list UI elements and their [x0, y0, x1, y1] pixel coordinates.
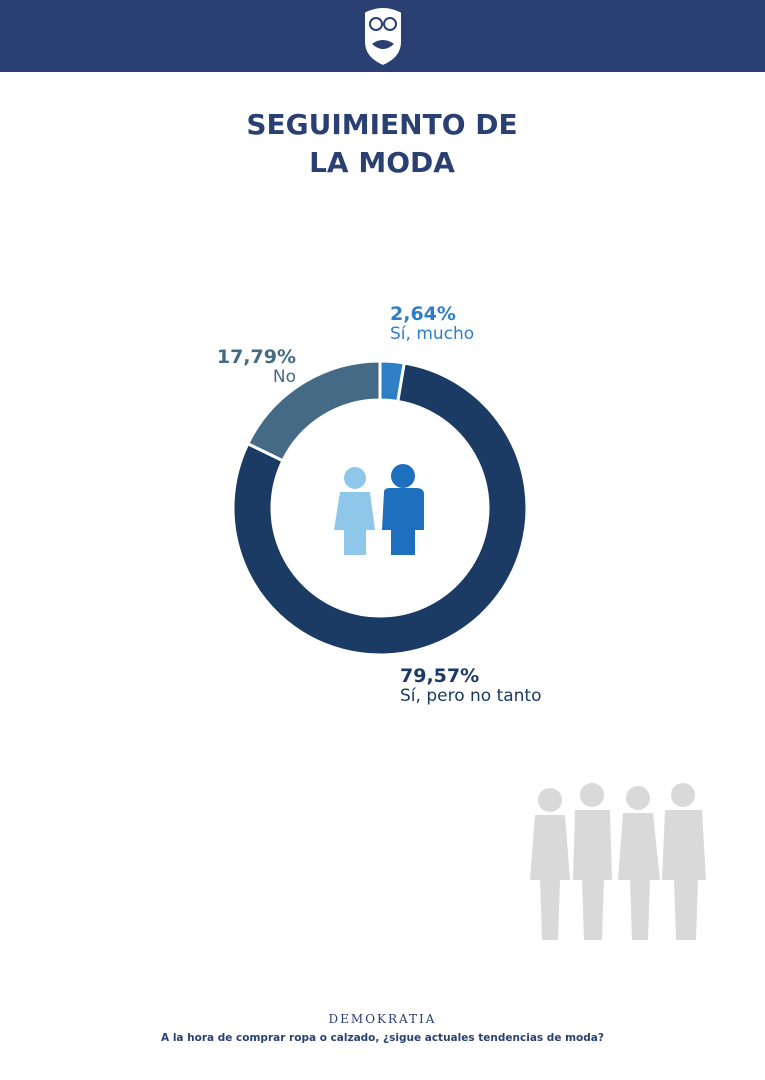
donut-slice — [231, 361, 529, 657]
chart-title: SEGUIMIENTO DE LA MODA — [246, 108, 518, 179]
question: A la hora de comprar ropa o calzado, ¿si… — [161, 1032, 604, 1044]
category-label: Sí, mucho — [390, 324, 474, 344]
silhouettes — [530, 783, 706, 940]
people-icon — [334, 464, 424, 555]
donut-slice — [245, 359, 382, 463]
brand: DEMOKRATIA — [328, 1012, 437, 1026]
value-label: 2,64% — [390, 303, 456, 325]
logo — [363, 6, 403, 68]
category-label: No — [273, 367, 296, 387]
category-label: Sí, pero no tanto — [400, 686, 542, 706]
value-label: 79,57% — [400, 665, 479, 687]
chart: 2,64%Sí, mucho 79,57%Sí, pero no tanto 17,… — [217, 303, 706, 940]
header — [0, 0, 765, 72]
value-label: 17,79% — [217, 346, 296, 368]
